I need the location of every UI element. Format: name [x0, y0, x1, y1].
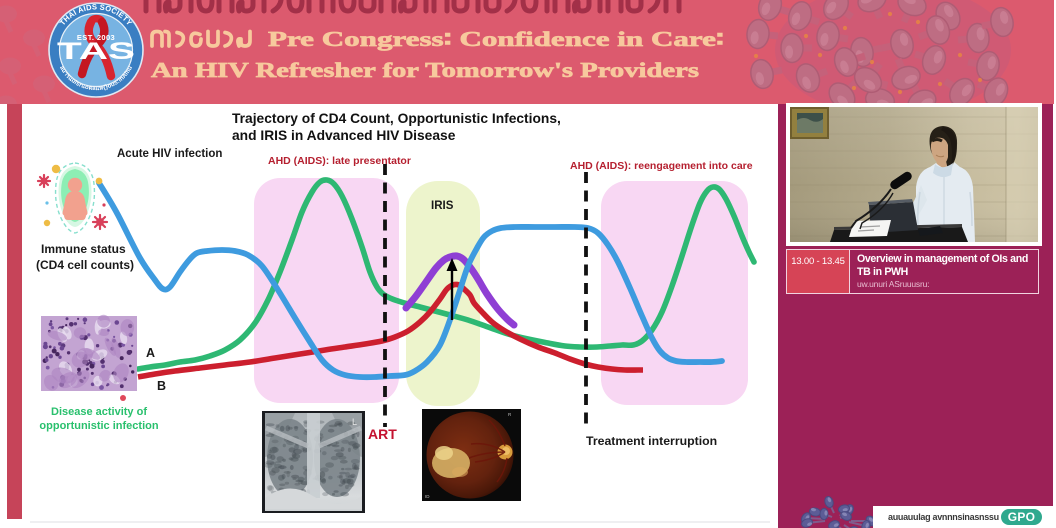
svg-text:Immune status: Immune status	[41, 242, 126, 256]
svg-text:B: B	[157, 379, 166, 393]
svg-text:AHD (AIDS): reengagement into: AHD (AIDS): reengagement into care	[570, 160, 753, 172]
svg-text:AHD (AIDS): late presentator: AHD (AIDS): late presentator	[268, 155, 411, 167]
svg-text:(CD4 cell counts): (CD4 cell counts)	[36, 258, 134, 272]
svg-text:A: A	[146, 346, 155, 360]
svg-text:ART: ART	[368, 426, 397, 442]
svg-text:ID: ID	[425, 494, 430, 499]
svg-text:Acute HIV infection: Acute HIV infection	[117, 148, 222, 160]
svg-text:Pre Congress∶ Confidence in Ca: Pre Congress∶ Confidence in Care∶	[268, 27, 724, 51]
svg-text:opportunistic infection: opportunistic infection	[39, 420, 158, 432]
svg-text:Trajectory of CD4 Count, Oppor: Trajectory of CD4 Count, Opportunistic I…	[232, 111, 561, 126]
svg-text:An HIV Refresher for Tomorrow': An HIV Refresher for Tomorrow's Provider…	[151, 58, 699, 82]
svg-text:L: L	[352, 417, 357, 427]
svg-text:IRIS: IRIS	[431, 200, 454, 212]
svg-text:TAS: TAS	[57, 38, 135, 65]
svg-text:R: R	[508, 412, 512, 417]
svg-text:EST. 2003: EST. 2003	[77, 33, 115, 42]
svg-text:Treatment interruption: Treatment interruption	[586, 434, 717, 448]
svg-text:Disease activity of: Disease activity of	[51, 406, 147, 418]
svg-text:and IRIS in Advanced HIV Disea: and IRIS in Advanced HIV Disease	[232, 128, 456, 143]
